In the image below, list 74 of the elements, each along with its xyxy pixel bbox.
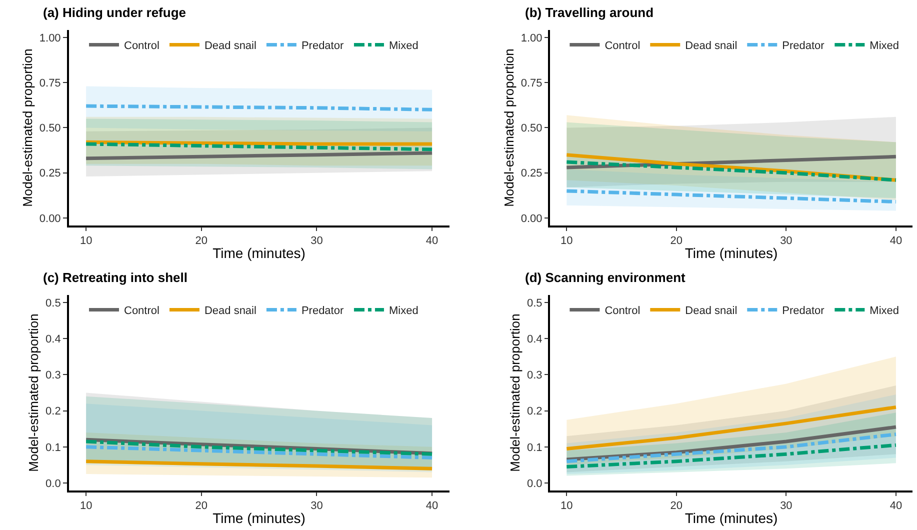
chart-title: (d) Scanning environment [525,270,686,285]
line-series [564,425,898,462]
y-tick-label: 0.00 [520,212,542,225]
line-series [564,443,898,469]
y-axis-title: Model-estimated proportion [26,314,41,472]
x-tick-label: 10 [80,235,92,248]
y-tick-label: 1.00 [39,32,61,44]
y-tick-label: 0.25 [520,168,542,180]
y-tick-label: 0.25 [39,168,61,180]
x-tick-label: 20 [195,500,208,512]
y-tick-label: 0.4 [46,333,61,346]
x-tick-label: 40 [426,235,438,248]
legend-label: Control [604,40,640,52]
x-tick-label: 40 [426,500,438,512]
legend-label: Dead snail [204,40,256,52]
y-tick-label: 0.50 [39,122,61,135]
y-axis-title: Model-estimated proportion [501,48,516,207]
legend-label: Mixed [870,305,900,317]
legend-label: Dead snail [685,40,738,52]
y-tick-label: 0.4 [526,333,542,346]
line-series [564,189,898,204]
line-series [564,432,898,464]
legend-label: Predator [301,40,344,52]
legend-label: Predator [301,305,344,317]
x-axis-title: Time (minutes) [684,245,778,261]
legend-label: Dead snail [204,305,256,317]
y-tick-label: 0.2 [46,406,61,418]
y-tick-label: 1.00 [520,32,542,44]
legend-label: Mixed [870,40,900,52]
y-tick-label: 0.1 [526,442,542,454]
x-tick-label: 30 [310,235,323,248]
chart-title: (c) Retreating into shell [43,270,188,285]
y-tick-label: 0.3 [526,370,542,382]
y-tick-label: 0.5 [526,297,542,310]
y-tick-label: 0.0 [46,478,61,490]
legend-label: Mixed [388,40,418,52]
y-axis-title: Model-estimated proportion [507,314,522,472]
legend-label: Control [604,305,640,317]
x-tick-label: 20 [195,235,208,248]
x-tick-label: 30 [310,500,323,512]
x-axis-title: Time (minutes) [212,245,306,261]
legend-label: Predator [782,305,825,317]
legend-label: Control [124,305,160,317]
y-tick-label: 0.5 [46,297,61,310]
x-tick-label: 30 [780,500,792,512]
y-tick-label: 0.1 [46,442,61,454]
x-tick-label: 40 [890,235,902,248]
y-tick-label: 0.0 [526,478,542,490]
legend-label: Predator [782,40,825,52]
y-axis-title: Model-estimated proportion [20,48,35,207]
y-tick-label: 0.50 [520,122,542,135]
chart-title: (a) Hiding under refuge [43,5,186,20]
x-tick-label: 40 [890,500,902,512]
legend-label: Control [124,40,160,52]
x-axis-title: Time (minutes) [684,510,778,526]
line-series [84,445,434,460]
y-tick-label: 0.00 [39,212,61,225]
x-tick-label: 10 [560,500,573,512]
line-series [564,160,898,182]
x-tick-label: 30 [780,235,792,248]
x-tick-label: 20 [670,500,683,512]
legend-label: Mixed [388,305,418,317]
line-series [84,460,434,470]
x-axis-title: Time (minutes) [212,510,306,526]
line-series [564,405,898,450]
x-tick-label: 10 [80,500,92,512]
y-tick-label: 0.75 [520,77,542,90]
x-tick-label: 10 [560,235,573,248]
y-tick-label: 0.75 [39,77,61,90]
y-tick-label: 0.3 [46,370,61,382]
x-tick-label: 20 [670,235,683,248]
y-tick-label: 0.2 [526,406,542,418]
legend-label: Dead snail [685,305,738,317]
chart-title: (b) Travelling around [525,5,654,20]
